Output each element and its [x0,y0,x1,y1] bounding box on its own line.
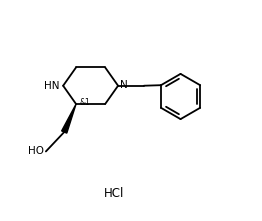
Text: HN: HN [44,81,60,91]
Text: HCl: HCl [103,187,124,200]
Text: &1: &1 [80,99,91,107]
Text: HO: HO [28,147,44,156]
Polygon shape [62,104,76,133]
Text: N: N [120,80,128,90]
